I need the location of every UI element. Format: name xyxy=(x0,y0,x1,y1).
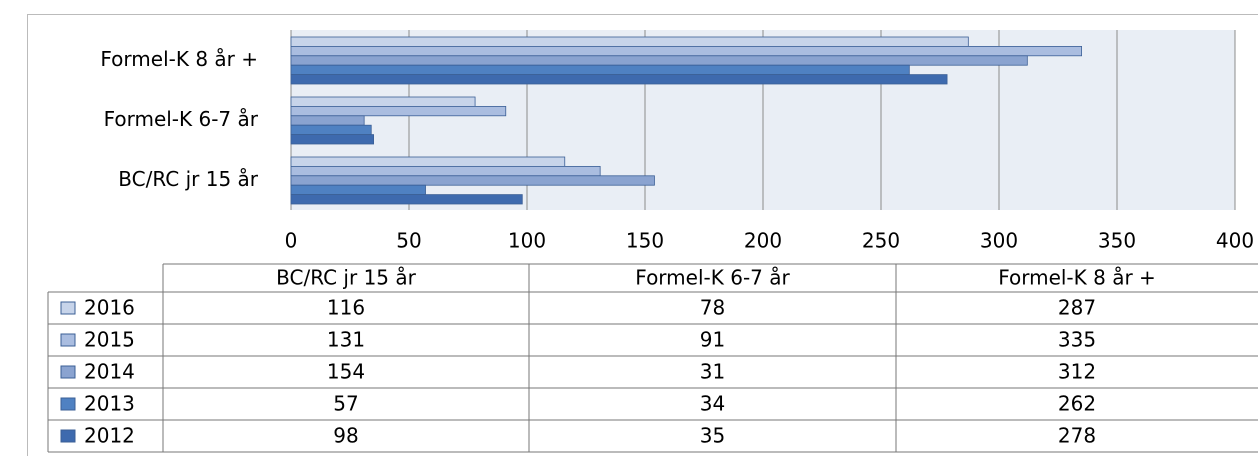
bar xyxy=(290,156,566,167)
legend-swatch xyxy=(60,365,76,379)
legend-label: 2015 xyxy=(84,328,135,352)
table-cell: 91 xyxy=(700,328,725,352)
category-label: BC/RC jr 15 år xyxy=(118,167,258,191)
legend-label: 2016 xyxy=(84,296,135,320)
x-tick-label: 50 xyxy=(396,229,421,253)
table-cell: 98 xyxy=(333,424,358,448)
bar xyxy=(290,74,948,85)
table-cell: 262 xyxy=(1058,392,1096,416)
legend-label: 2014 xyxy=(84,360,135,384)
table-header: Formel-K 8 år + xyxy=(998,266,1156,290)
table-cell: 57 xyxy=(333,392,358,416)
table-cell: 154 xyxy=(327,360,365,384)
bar xyxy=(290,96,476,107)
table-cell: 34 xyxy=(700,392,725,416)
table-header: Formel-K 6-7 år xyxy=(635,266,790,290)
table-cell: 31 xyxy=(700,360,725,384)
table-cell: 78 xyxy=(700,296,725,320)
x-tick-label: 150 xyxy=(626,229,664,253)
bar xyxy=(290,36,969,47)
legend-swatch xyxy=(60,333,76,347)
bar xyxy=(290,106,507,117)
x-tick-label: 300 xyxy=(980,229,1018,253)
legend-swatch xyxy=(60,397,76,411)
bar xyxy=(290,115,365,126)
table-header: BC/RC jr 15 år xyxy=(276,266,416,290)
bar xyxy=(290,175,655,186)
table-cell: 131 xyxy=(327,328,365,352)
bar xyxy=(290,134,374,145)
category-label: Formel-K 8 år + xyxy=(100,47,258,71)
bar xyxy=(290,55,1028,66)
table-cell: 116 xyxy=(327,296,365,320)
bar xyxy=(290,165,601,177)
bar xyxy=(290,184,426,195)
category-label: Formel-K 6-7 år xyxy=(104,107,259,131)
x-tick-label: 250 xyxy=(862,229,900,253)
legend-swatch xyxy=(60,429,76,443)
x-tick-label: 200 xyxy=(744,229,782,253)
table-cell: 278 xyxy=(1058,424,1096,448)
bar xyxy=(290,64,910,75)
legend-label: 2013 xyxy=(84,392,135,416)
x-tick-label: 0 xyxy=(285,229,298,253)
x-tick-label: 350 xyxy=(1098,229,1136,253)
table-cell: 35 xyxy=(700,424,725,448)
bar xyxy=(290,124,372,135)
legend-label: 2012 xyxy=(84,424,135,448)
bar xyxy=(290,194,523,205)
legend-swatch xyxy=(60,301,76,315)
x-tick-label: 100 xyxy=(508,229,546,253)
table-cell: 335 xyxy=(1058,328,1096,352)
bar xyxy=(290,46,1082,57)
table-cell: 312 xyxy=(1058,360,1096,384)
x-tick-label: 400 xyxy=(1216,229,1254,253)
table-cell: 287 xyxy=(1058,296,1096,320)
